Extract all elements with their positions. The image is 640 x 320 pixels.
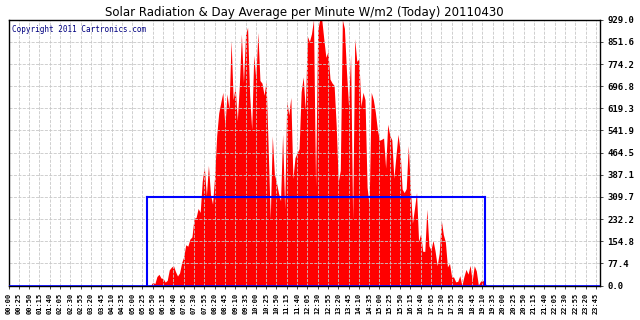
Text: Copyright 2011 Cartronics.com: Copyright 2011 Cartronics.com [12, 25, 146, 34]
Title: Solar Radiation & Day Average per Minute W/m2 (Today) 20110430: Solar Radiation & Day Average per Minute… [105, 5, 504, 19]
